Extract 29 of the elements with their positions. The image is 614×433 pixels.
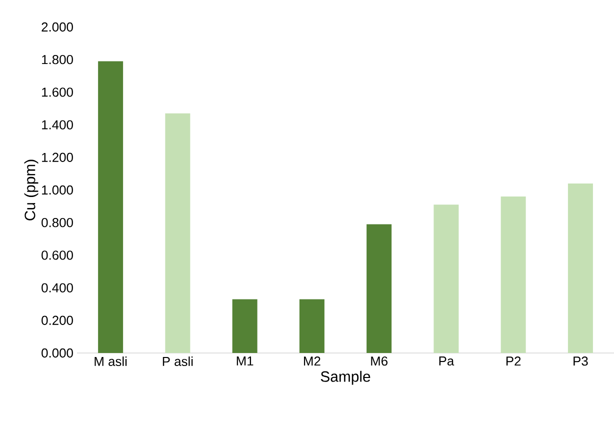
y-tick-label: 1.200 (42, 152, 73, 162)
x-tick-label: M6 (371, 356, 388, 366)
bar (434, 204, 459, 353)
x-tick-label: M2 (304, 356, 320, 366)
bar (299, 299, 324, 353)
y-tick-label: 1.400 (42, 120, 73, 130)
bar (568, 183, 593, 353)
y-tick-label: 0.400 (42, 283, 73, 292)
y-tick-label: 0.200 (42, 316, 73, 325)
y-tick-label: 1.600 (42, 88, 73, 97)
x-tick-label: M1 (236, 356, 254, 366)
bar (232, 299, 258, 353)
y-tick-label: 2.000 (42, 22, 73, 32)
bar (98, 61, 124, 353)
y-tick-label: 1.000 (42, 185, 73, 195)
bar (500, 196, 526, 353)
bar (366, 224, 392, 353)
y-tick-label: 1.800 (42, 55, 73, 64)
y-tick-label: 0.600 (42, 250, 73, 260)
y-tick-label: 0.800 (42, 218, 73, 228)
x-tick-label: P asli (162, 356, 193, 366)
bar (165, 113, 190, 353)
y-axis-title: Cu (ppm) (24, 160, 38, 220)
x-tick-label: P2 (506, 356, 521, 366)
y-tick-label: 0.000 (42, 348, 73, 358)
x-tick-label: M asli (94, 356, 127, 366)
x-axis-title: Sample (320, 370, 370, 385)
x-tick-label: P3 (574, 356, 588, 366)
x-tick-label: Pa (439, 356, 454, 366)
